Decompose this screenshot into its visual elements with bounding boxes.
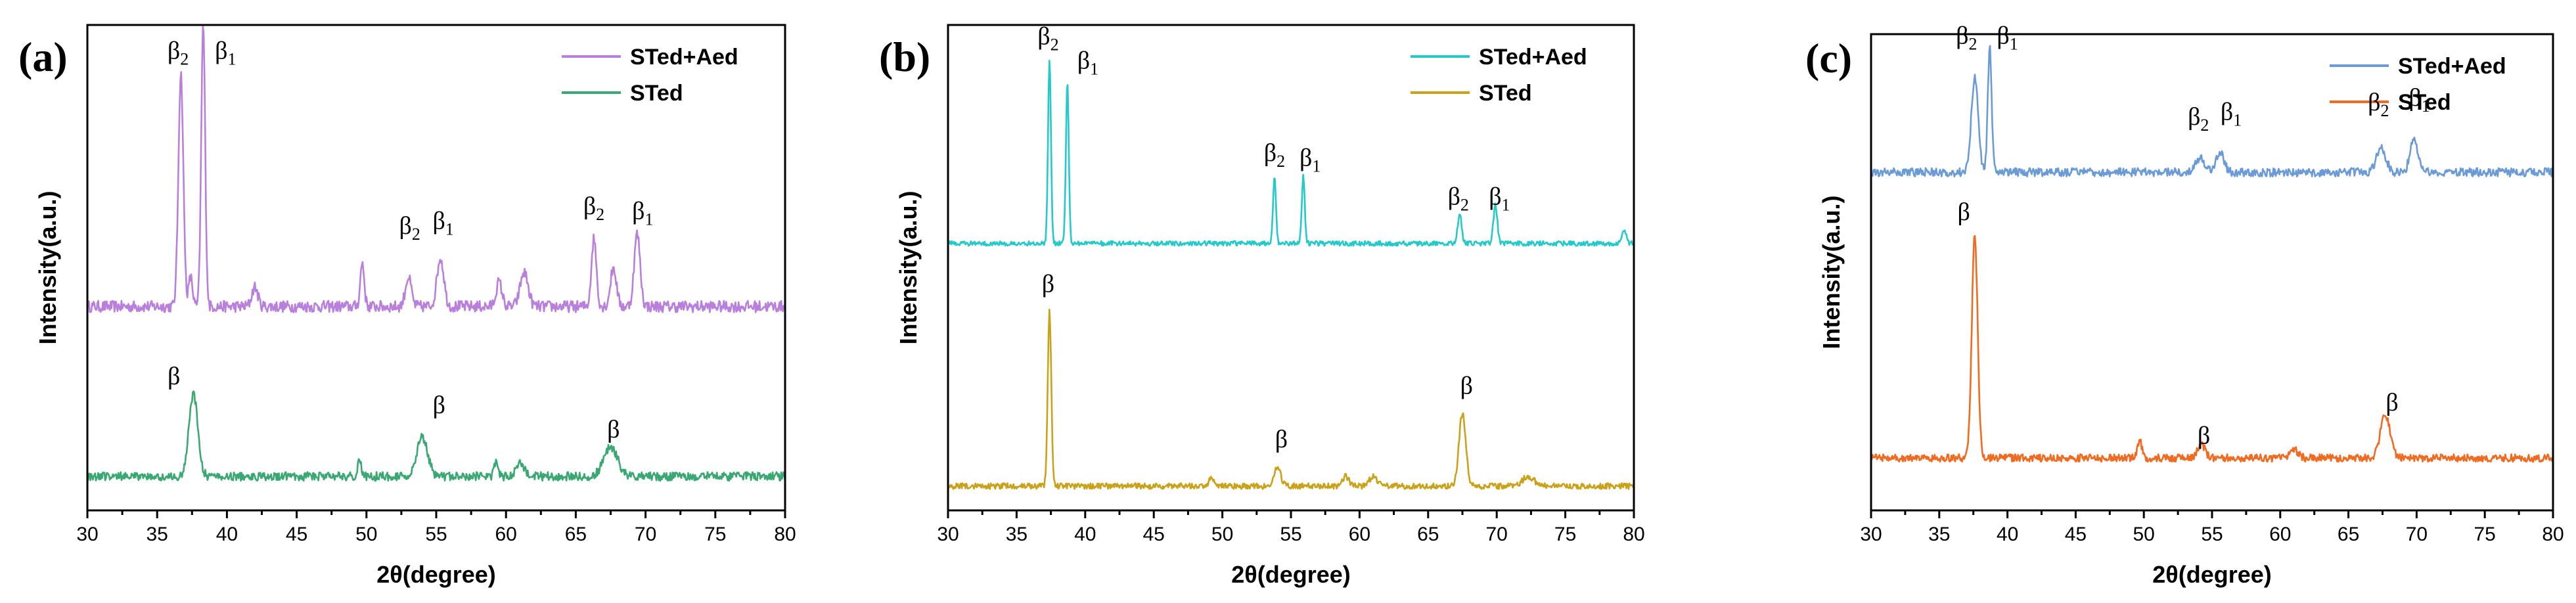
- peak-annotation: β: [433, 391, 445, 419]
- x-tick-label: 30: [937, 524, 959, 545]
- x-tick-label: 75: [704, 524, 726, 545]
- x-tick-label: 75: [2474, 524, 2496, 545]
- x-tick-label: 75: [1554, 524, 1576, 545]
- x-axis-label: 2θ(degree): [376, 561, 496, 588]
- legend-label: STed+Aed: [1479, 45, 1587, 70]
- x-tick-label: 50: [2133, 524, 2155, 545]
- peak-annotation: β1: [1299, 144, 1321, 175]
- legend-label: STed+Aed: [2398, 54, 2506, 79]
- peak-annotation: β2: [1448, 183, 1469, 214]
- x-tick-label: 40: [1074, 524, 1096, 545]
- peak-annotation: β1: [632, 198, 653, 229]
- x-tick-label: 55: [1280, 524, 1301, 545]
- peak-annotation: β1: [2408, 84, 2429, 116]
- peak-annotation: β: [1460, 372, 1473, 400]
- peak-annotation: β2: [1037, 23, 1058, 55]
- x-tick-label: 35: [1006, 524, 1028, 545]
- x-tick-label: 45: [1143, 524, 1165, 545]
- peak-annotation: β: [1042, 270, 1054, 298]
- x-tick-label: 80: [2542, 524, 2564, 545]
- x-axis-label: 2θ(degree): [1231, 561, 1351, 588]
- x-tick-label: 60: [2269, 524, 2291, 545]
- x-tick-label: 50: [355, 524, 377, 545]
- chart-panel-2: 30 35 40 45 50 55 60 65 70 75 80 2θ(degree) Intensit…: [879, 23, 1645, 588]
- peak-annotation: β: [607, 416, 620, 443]
- x-tick-label: 35: [1928, 524, 1950, 545]
- series-line-sted: [87, 390, 786, 482]
- legend-label: STed: [630, 81, 683, 106]
- peak-annotation: β1: [1489, 183, 1510, 214]
- x-tick-label: 40: [1997, 524, 2018, 545]
- peak-annotation: β: [2198, 422, 2210, 450]
- peak-annotation: β2: [1956, 22, 1977, 54]
- peak-annotation: β: [2385, 389, 2398, 416]
- peak-annotation: β: [1957, 198, 1970, 226]
- peak-annotation: β: [168, 363, 180, 390]
- peak-annotation: β2: [1264, 139, 1285, 171]
- chart-panel-1: 30 35 40 45 50 55 60 65 70 75 80 2θ(degree) Intensit…: [18, 24, 796, 588]
- peak-annotation: β1: [215, 37, 236, 69]
- x-tick-label: 60: [1349, 524, 1370, 545]
- series-line-sted-aed: [947, 60, 1635, 247]
- legend-label: STed: [1479, 81, 1532, 106]
- legend-label: STed: [2398, 90, 2451, 115]
- peak-annotation: β2: [2368, 89, 2389, 120]
- x-tick-label: 65: [1417, 524, 1439, 545]
- peak-annotation: β1: [2221, 99, 2242, 130]
- y-axis-label: Intensity(a.u.): [1818, 195, 1845, 349]
- peak-annotation: β1: [1077, 47, 1098, 79]
- peak-annotation: β1: [1997, 22, 2018, 54]
- x-tick-label: 55: [425, 524, 447, 545]
- panel-label: (a): [18, 34, 68, 80]
- panel-label: (b): [879, 34, 930, 80]
- series-line-sted-aed: [1870, 45, 2554, 178]
- x-tick-label: 80: [1623, 524, 1644, 545]
- x-axis-label: 2θ(degree): [2152, 561, 2272, 588]
- chart-panel-3: 30 35 40 45 50 55 60 65 70 75 80 2θ(degree) Intensit…: [1805, 22, 2564, 589]
- legend-label: STed+Aed: [630, 45, 738, 70]
- x-tick-label: 50: [1211, 524, 1233, 545]
- y-axis-label: Intensity(a.u.): [895, 190, 922, 344]
- peak-annotation: β2: [168, 37, 189, 69]
- x-tick-label: 70: [1486, 524, 1508, 545]
- series-line-sted: [1870, 234, 2554, 463]
- x-tick-label: 65: [565, 524, 587, 545]
- x-tick-label: 45: [286, 524, 307, 545]
- x-tick-label: 45: [2065, 524, 2087, 545]
- peak-annotation: β2: [399, 212, 420, 244]
- x-tick-label: 65: [2338, 524, 2359, 545]
- series-line-sted-aed: [86, 25, 786, 313]
- x-tick-label: 70: [635, 524, 656, 545]
- peak-annotation: β2: [583, 192, 604, 224]
- panel-label: (c): [1805, 35, 1852, 81]
- x-tick-label: 80: [774, 524, 796, 545]
- y-axis-label: Intensity(a.u.): [34, 190, 61, 344]
- x-tick-label: 40: [216, 524, 238, 545]
- x-tick-label: 30: [76, 524, 98, 545]
- peak-annotation: β: [1275, 426, 1288, 453]
- peak-annotation: β2: [2188, 103, 2209, 135]
- x-tick-label: 60: [495, 524, 517, 545]
- series-line-sted: [947, 308, 1635, 490]
- x-tick-label: 30: [1860, 524, 1882, 545]
- x-tick-label: 55: [2201, 524, 2223, 545]
- peak-annotation: β1: [432, 207, 453, 238]
- x-tick-label: 70: [2406, 524, 2428, 545]
- x-tick-label: 35: [147, 524, 168, 545]
